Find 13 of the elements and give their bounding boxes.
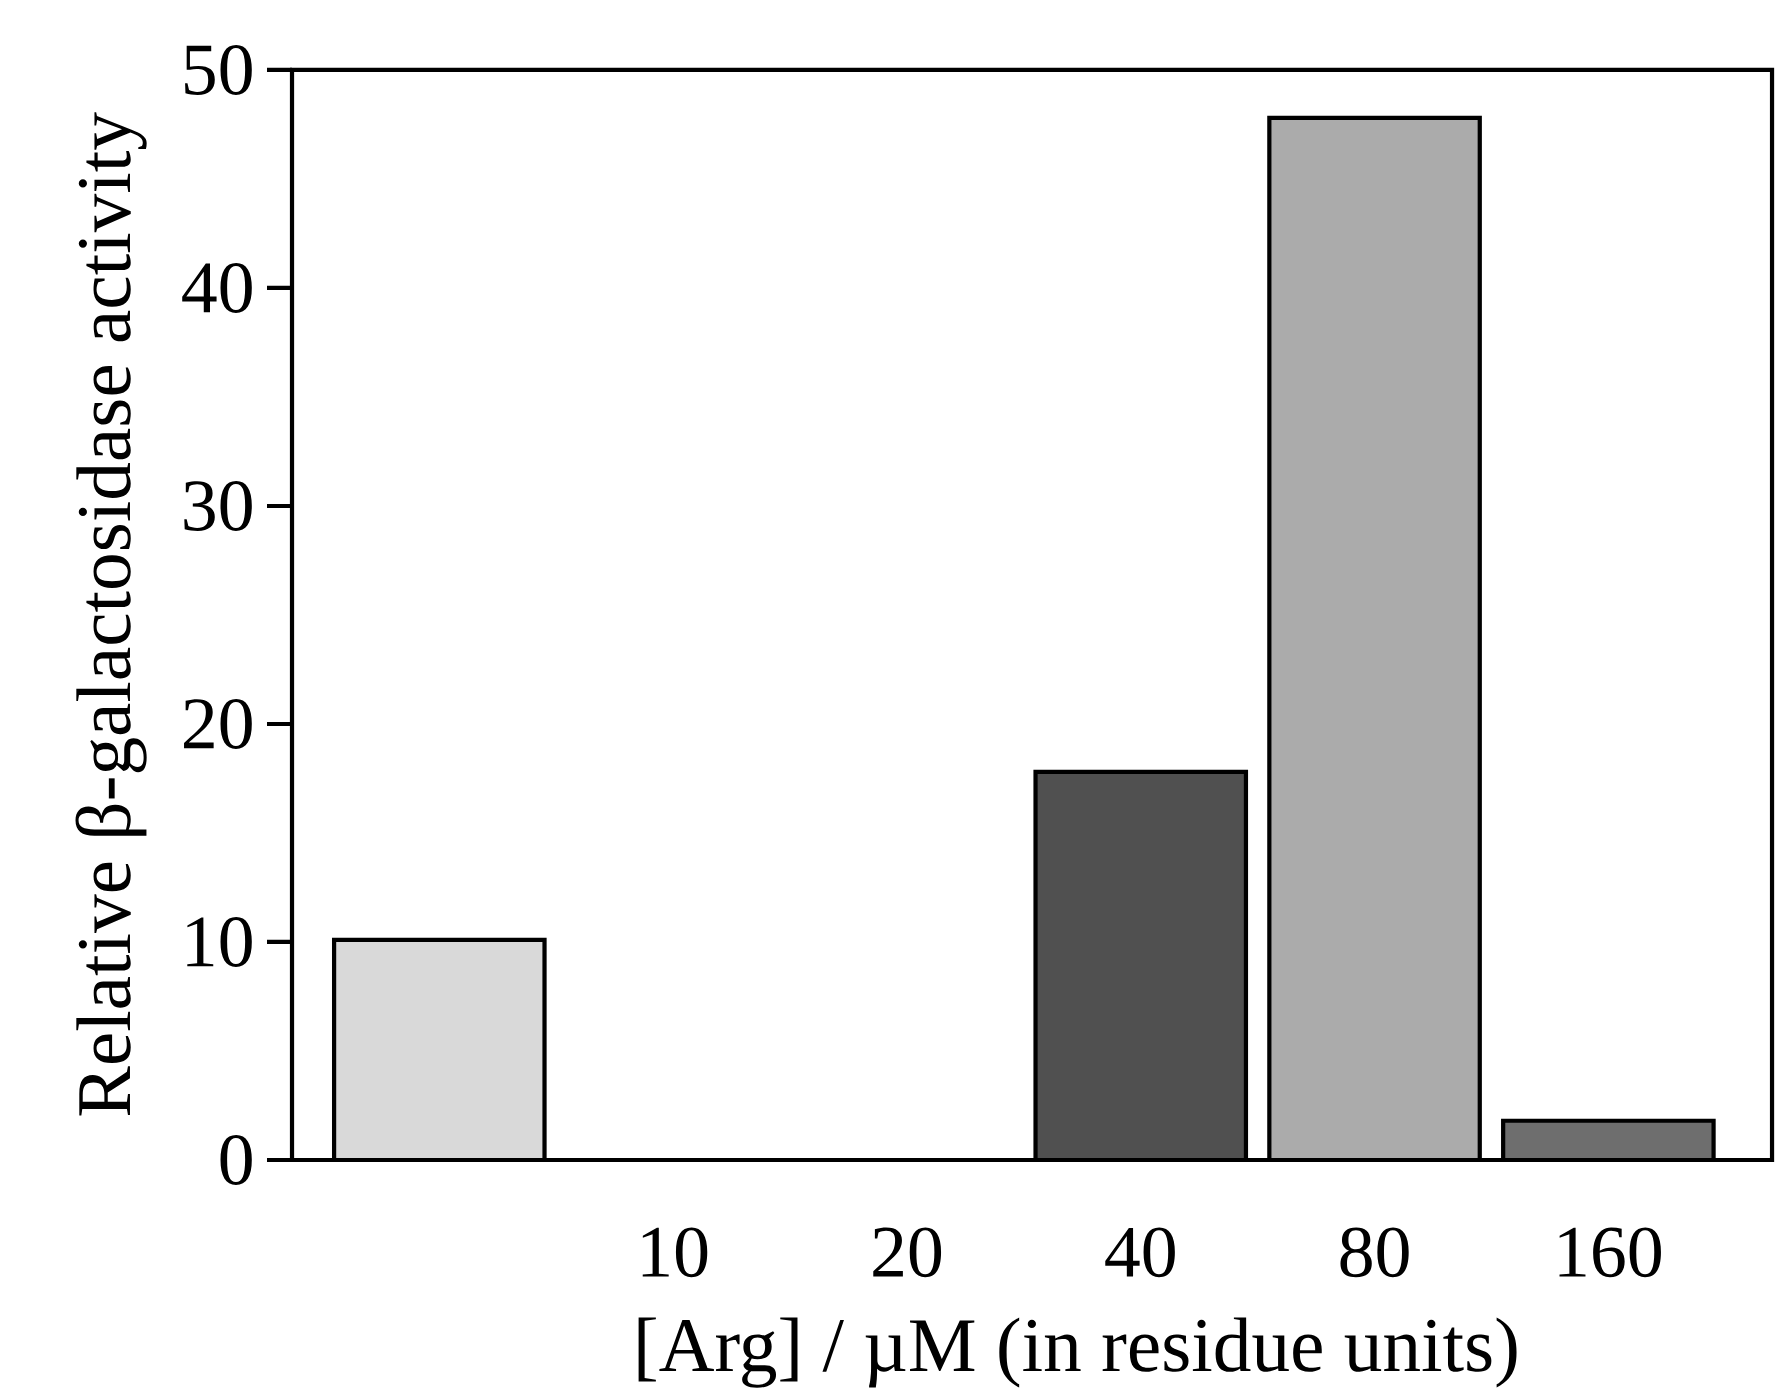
x-tick-label: 10 xyxy=(642,1227,708,1278)
x-tick-label: 40 xyxy=(1105,1227,1175,1278)
y-tick-label: 0 xyxy=(220,1135,252,1185)
y-tick-label: 10 xyxy=(187,917,252,967)
y-tick-label: 50 xyxy=(185,45,252,95)
x-tick-label: 160 xyxy=(1559,1227,1661,1278)
x-tick-label: 80 xyxy=(1340,1227,1409,1278)
x-tick-label: 20 xyxy=(873,1227,942,1278)
y-tick-label: 40 xyxy=(182,263,252,313)
x-axis-title: [Arg] / µM (in residue units) xyxy=(638,1317,1517,1388)
y-tick-label: 30 xyxy=(184,481,252,531)
y-tick-label: 20 xyxy=(184,699,252,749)
y-axis-title: Relative β-galactosidase activity xyxy=(75,112,147,1116)
